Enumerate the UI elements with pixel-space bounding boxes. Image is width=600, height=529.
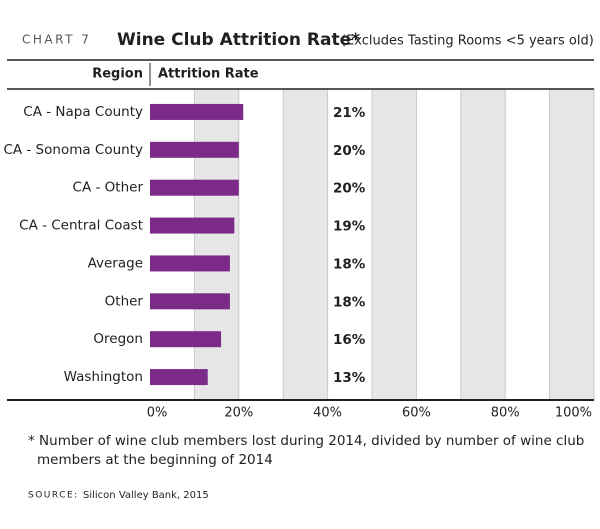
x-tick-label: 0% [147, 406, 168, 421]
bar [150, 141, 239, 158]
bar [150, 293, 230, 310]
grid-band [372, 89, 417, 400]
y-tick-label: Oregon [93, 331, 143, 347]
y-tick-label: Washington [64, 369, 143, 385]
x-tick-label: 100% [555, 406, 592, 421]
y-tick-label: CA - Other [73, 180, 144, 196]
value-label: 19% [333, 219, 366, 235]
value-label: 21% [333, 105, 366, 121]
grid-band [283, 89, 328, 400]
source: Silicon Valley Bank, 2015 [83, 490, 209, 501]
bar [150, 179, 239, 196]
y-tick-label: CA - Napa County [23, 104, 143, 120]
plot-area [193, 89, 595, 400]
x-tick-label: 20% [224, 406, 253, 421]
value-label: 20% [333, 143, 366, 159]
bar [150, 331, 222, 348]
bar [150, 369, 208, 386]
source-label: SOURCE: [28, 491, 79, 501]
grid-band [549, 89, 594, 400]
y-tick-label: CA - Sonoma County [3, 142, 143, 158]
value-header: Attrition Rate [158, 67, 259, 82]
chart-label: CHART 7 [22, 33, 91, 47]
chart-subtitle: (Excludes Tasting Rooms <5 years old) [341, 34, 594, 49]
category-header: Region [92, 67, 143, 82]
value-label: 18% [333, 256, 366, 272]
grid-band [194, 89, 239, 400]
bar [150, 255, 230, 272]
footnote-line: members at the beginning of 2014 [37, 452, 273, 468]
y-tick-label: Other [105, 293, 144, 309]
x-tick-label: 40% [313, 406, 342, 421]
bar [150, 103, 244, 120]
value-label: 13% [333, 370, 366, 386]
chart-title: Wine Club Attrition Rate* [117, 30, 360, 50]
x-tick-label: 60% [402, 406, 431, 421]
value-label: 16% [333, 332, 366, 348]
grid-band [460, 89, 506, 400]
bar [150, 217, 235, 234]
value-label: 18% [333, 294, 366, 310]
x-tick-label: 80% [491, 406, 520, 421]
value-label: 20% [333, 181, 366, 197]
y-tick-label: CA - Central Coast [19, 218, 143, 234]
y-tick-label: Average [88, 255, 143, 271]
footnote-line: * Number of wine club members lost durin… [28, 433, 584, 449]
